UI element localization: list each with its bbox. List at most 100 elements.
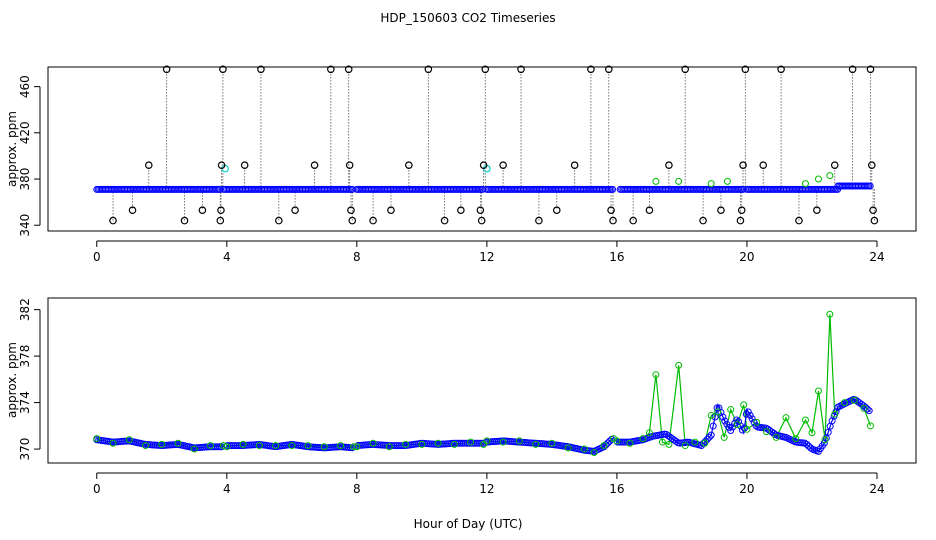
x-tick-label: 4 (223, 482, 231, 496)
outlier-point (162, 65, 171, 74)
series-2-point (434, 439, 442, 447)
series-2-point (548, 439, 556, 447)
series-2-point (532, 440, 540, 448)
bottom-y-axis: 370 374 378 382 (18, 298, 41, 461)
series-1-point (750, 418, 758, 426)
series-2-point (223, 443, 231, 451)
series-1-point (824, 428, 832, 436)
series-2-point (801, 416, 809, 424)
y-tick-label: 370 (18, 438, 32, 461)
top-baseline-points (93, 182, 874, 193)
outlier-point (479, 161, 488, 169)
outlier-point (198, 206, 207, 215)
outlier-point (629, 216, 637, 225)
outlier-point (869, 206, 877, 215)
green-point (723, 177, 731, 185)
series-2-point (288, 442, 296, 450)
series-1-point (822, 434, 830, 442)
series-2-point (772, 433, 780, 441)
series-2-point (515, 437, 523, 445)
figure-title: HDP_150603 CO2 Timeseries (380, 11, 555, 25)
series-2-point (740, 401, 748, 409)
outlier-point (257, 65, 265, 74)
series-2-point (665, 440, 673, 448)
outlier-point (481, 65, 490, 74)
series-2-point (821, 436, 829, 444)
series-1-point (713, 404, 721, 412)
x-tick-label: 4 (223, 250, 231, 264)
outlier-point (866, 65, 875, 74)
outlier-point (219, 65, 227, 74)
green-point (801, 180, 809, 188)
outlier-point (499, 161, 507, 169)
series-1-point (828, 417, 836, 425)
outlier-point (144, 161, 153, 169)
series-2-point (93, 435, 101, 443)
outlier-point (345, 161, 354, 169)
outlier-point (739, 161, 747, 169)
series-1-point (744, 408, 752, 416)
outlier-point (128, 206, 137, 215)
series-2-point (467, 438, 475, 446)
top-cyan-points (221, 164, 491, 173)
y-tick-label: 420 (18, 121, 32, 144)
series-2-point (239, 440, 247, 448)
bottom-series-lines (96, 314, 872, 454)
outlier-point (369, 216, 377, 225)
top-panel: 0 4 8 12 16 20 24 340 380 420 460 approx. ppm (5, 65, 917, 264)
bottom-series-points (93, 310, 874, 457)
bottom-x-axis: 0 4 8 12 16 20 24 (93, 472, 885, 496)
series-2-point (652, 371, 660, 379)
x-tick-label: 8 (353, 250, 361, 264)
series-1-point (736, 422, 744, 430)
outlier-point (607, 206, 615, 215)
outlier-point (848, 65, 857, 74)
series-1-point (803, 440, 811, 448)
bottom-y-axis-label: approx. ppm (5, 342, 19, 418)
series-2-point (255, 442, 263, 450)
outlier-point (570, 161, 579, 169)
outlier-point (736, 216, 745, 225)
outlier-point (737, 206, 746, 215)
series-2-point (626, 439, 634, 447)
series-2-point (350, 443, 358, 451)
top-green-points (652, 172, 834, 188)
outlier-point (699, 216, 707, 225)
outlier-point (348, 216, 357, 225)
series-2-point (580, 445, 588, 453)
series-2-point (499, 438, 507, 446)
series-2-point (337, 442, 345, 450)
series-2-point (613, 437, 621, 445)
outlier-point (217, 161, 226, 169)
outlier-point (109, 216, 117, 225)
x-tick-label: 24 (869, 482, 884, 496)
series-2-point (831, 410, 839, 418)
series-2-point (450, 440, 458, 448)
top-outlier-points (109, 65, 879, 225)
outlier-point (552, 206, 561, 215)
outlier-point (240, 161, 249, 169)
y-tick-label: 374 (18, 391, 32, 414)
x-tick-label: 12 (479, 250, 494, 264)
outlier-point (867, 161, 876, 169)
x-tick-label: 8 (353, 482, 361, 496)
x-axis-label: Hour of Day (UTC) (414, 517, 523, 531)
series-2-point (714, 408, 722, 416)
series-1-point (748, 415, 756, 423)
series-2-point (753, 418, 761, 426)
series-1-point (861, 403, 869, 411)
series-2-point (701, 439, 709, 447)
y-tick-label: 380 (18, 168, 32, 191)
top-y-axis: 340 380 420 460 (18, 75, 41, 237)
series-1-point (733, 416, 741, 424)
series-1-point (216, 443, 224, 451)
series-2-point (860, 404, 868, 412)
green-point (652, 177, 660, 185)
series-2-point (418, 440, 426, 448)
x-tick-label: 24 (869, 250, 884, 264)
series-2-point (808, 429, 816, 437)
series-2-point (174, 439, 182, 447)
baseline-point (609, 185, 617, 193)
series-2-point (658, 438, 666, 446)
